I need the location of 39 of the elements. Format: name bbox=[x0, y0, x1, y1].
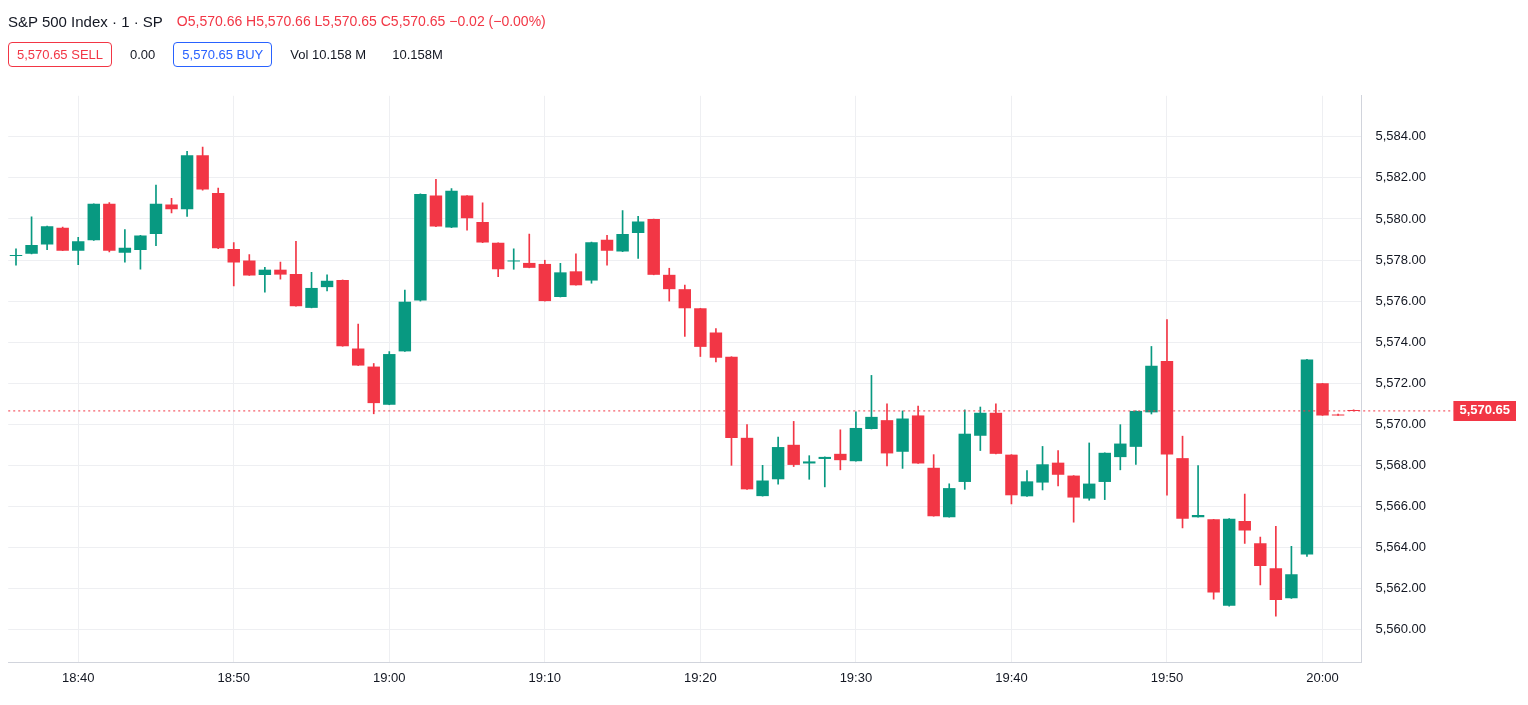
x-tick-label: 19:10 bbox=[528, 669, 562, 685]
candlestick bbox=[818, 456, 832, 488]
text: O5,570.66 H5,570.66 L5,570.65 C5,570.65 −0.02 (−0.00%) bbox=[176, 13, 546, 29]
x-tick-label: 19:00 bbox=[373, 669, 406, 685]
text: 5,570.65 BUY bbox=[173, 41, 273, 67]
candlestick bbox=[1238, 493, 1251, 544]
text: Vol 10.158 M bbox=[289, 45, 368, 64]
x-tick-label: 18:40 bbox=[61, 669, 95, 685]
x-tick-label: 19:50 bbox=[1150, 669, 1184, 685]
y-tick-label: 5,578.00 bbox=[1375, 251, 1427, 267]
x-tick-label: 19:30 bbox=[839, 669, 873, 685]
y-tick-label: 5,568.00 bbox=[1375, 456, 1427, 472]
candlestick bbox=[1082, 442, 1096, 501]
text: 5,570.65 SELL bbox=[8, 41, 113, 67]
ref-line-label: 5,570.65 bbox=[1459, 402, 1511, 418]
candlestick bbox=[9, 248, 23, 266]
x-tick-label: 18:50 bbox=[217, 669, 251, 685]
y-tick-label: 5,562.00 bbox=[1375, 580, 1427, 596]
chart-title: S&P 500 Index · 1 · SP bbox=[8, 12, 163, 30]
y-tick-label: 5,570.00 bbox=[1375, 415, 1427, 431]
y-tick-label: 5,580.00 bbox=[1375, 210, 1427, 226]
y-tick-label: 5,582.00 bbox=[1375, 169, 1427, 185]
y-tick-label: 5,564.00 bbox=[1375, 539, 1427, 555]
x-tick-label: 19:40 bbox=[995, 669, 1028, 685]
x-tick-label: 19:20 bbox=[684, 669, 717, 685]
y-tick-label: 5,574.00 bbox=[1375, 333, 1427, 349]
text: 0.00 bbox=[129, 45, 157, 64]
y-tick-label: 5,572.00 bbox=[1375, 374, 1427, 390]
text: 10.158M bbox=[391, 45, 444, 64]
candlestick bbox=[803, 455, 816, 480]
y-tick-label: 5,576.00 bbox=[1375, 292, 1427, 308]
candlestick bbox=[523, 233, 536, 269]
candlestick bbox=[507, 248, 520, 270]
y-tick-label: 5,584.00 bbox=[1375, 128, 1427, 144]
candlestick bbox=[118, 229, 132, 263]
y-tick-label: 5,560.00 bbox=[1375, 621, 1427, 637]
y-tick-label: 5,566.00 bbox=[1375, 497, 1427, 513]
x-tick-label: 20:00 bbox=[1306, 669, 1339, 685]
candlestick bbox=[258, 267, 272, 293]
